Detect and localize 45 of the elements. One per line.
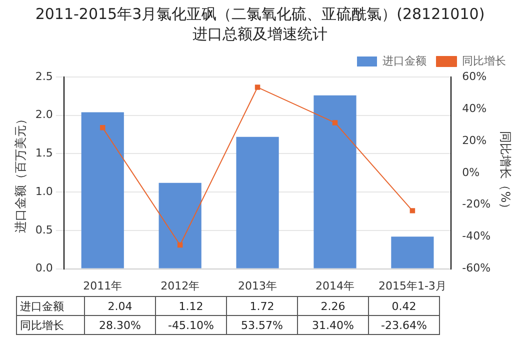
data-label: 1.72 [226, 296, 298, 316]
bar [81, 112, 124, 268]
bar [314, 95, 356, 268]
data-label: 2.04 [84, 296, 156, 316]
chart-title: 2011-2015年3月氯化亚砜（二氯氧化硫、亚硫酰氯）(28121010)进口总额及增速统计 [34, 4, 486, 45]
y-axis-title: 进口金额（百万美元） [13, 112, 28, 233]
data-label: 2.26 [298, 296, 368, 316]
point [254, 84, 260, 90]
data-label: -45.10% [156, 316, 226, 334]
y-tick-label: 2.5 [35, 70, 53, 83]
x-tick-label: 2015年1-3月 [378, 279, 446, 292]
y-tick-label: 0.5 [35, 223, 53, 236]
x-tick-label: 2011年 [83, 279, 122, 292]
data-label: 28.30% [84, 316, 156, 334]
data-label: -23.64% [368, 316, 440, 334]
data-label: 53.57% [226, 316, 298, 334]
y2-tick-label: 20% [462, 134, 487, 147]
data-label: 1.12 [156, 296, 226, 316]
text: 进口金额 [20, 300, 64, 312]
y2-tick-label: 60% [462, 70, 487, 83]
legend-label: 同比增长 [462, 54, 506, 68]
y2-axis-title: 同比增长（%） [498, 131, 513, 215]
y2-tick-label: 40% [462, 102, 487, 115]
point [100, 125, 106, 130]
x-tick-label: 2014年 [315, 279, 354, 292]
point [410, 208, 416, 214]
y2-tick-label: -40% [462, 230, 491, 243]
point [177, 242, 183, 248]
bar [236, 136, 279, 268]
y-tick-label: 1.5 [35, 146, 53, 160]
y-tick-label: 0.0 [35, 262, 53, 275]
data-label: 0.42 [368, 296, 440, 316]
legend-label: 进口金额 [382, 54, 426, 68]
y-tick-label: 2.0 [35, 108, 53, 122]
y2-tick-label: -60% [462, 262, 491, 275]
data-label: 31.40% [298, 316, 368, 334]
bar [391, 236, 434, 268]
y-tick-label: 1.0 [35, 184, 53, 198]
point [332, 120, 338, 126]
x-tick-label: 2013年 [238, 279, 278, 292]
bar [158, 182, 202, 268]
y2-tick-label: -20% [462, 198, 491, 211]
x-tick-label: 2012年 [160, 279, 200, 292]
text: 同比增长 [20, 318, 64, 332]
y2-tick-label: 0% [462, 166, 480, 179]
